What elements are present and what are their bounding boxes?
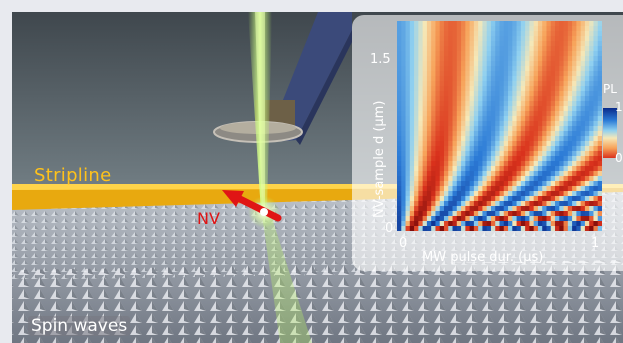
pl-colorbar — [603, 108, 617, 158]
nv-arrow-icon — [222, 190, 282, 222]
colorbar-title: PL — [603, 82, 617, 96]
x-tick-label: 1 — [591, 236, 600, 251]
x-tick-label: 0 — [399, 236, 408, 251]
y-tick-label: 1.5 — [370, 52, 391, 67]
laser-reflection — [262, 215, 312, 343]
pl-heatmap — [397, 21, 602, 231]
stripline-label: Stripline — [34, 165, 112, 186]
y-tick-label: 0 — [385, 221, 394, 236]
x-axis-label: MW pulse dur. (μs) — [422, 250, 544, 265]
spin-waves-label: Spin waves — [28, 316, 131, 336]
colorbar-max-label: 1 — [615, 100, 623, 114]
colorbar-min-label: 0 — [615, 151, 623, 165]
nv-label: NV — [197, 209, 220, 228]
y-axis-label: NV-sample d (μm) — [372, 100, 387, 218]
